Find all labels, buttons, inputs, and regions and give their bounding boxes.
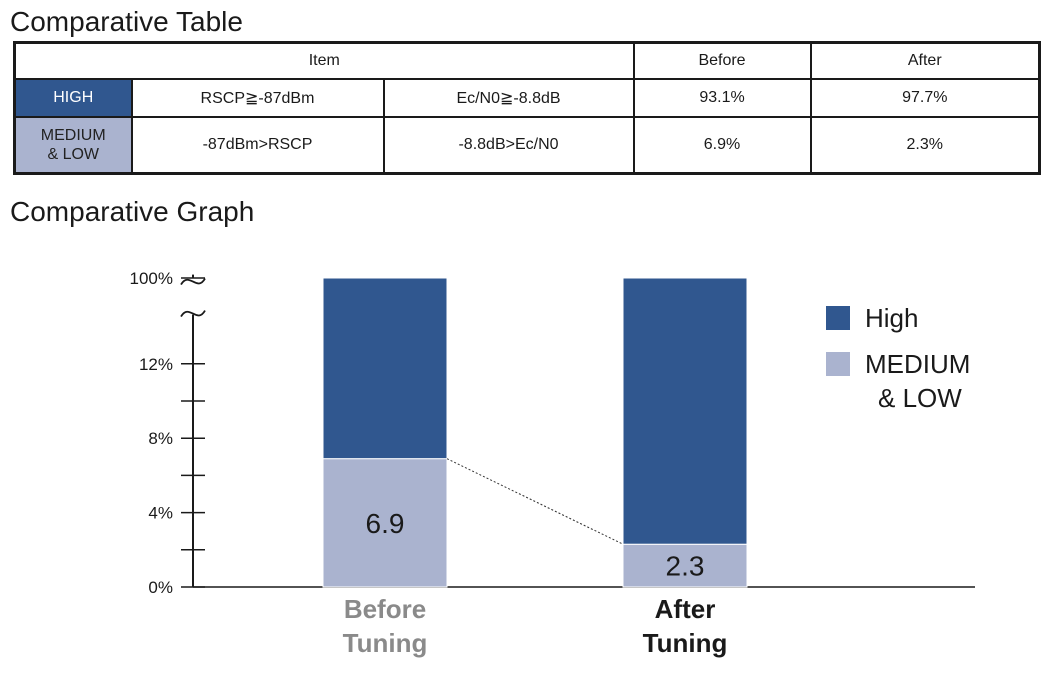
cond-ecno-high: Ec/N0≧-8.8dB: [382, 77, 635, 119]
category-high-cell: HIGH: [13, 77, 133, 119]
cond-rscp-medium-low: -87dBm>RSCP: [130, 116, 385, 175]
value-after-medium-low: 2.3%: [809, 116, 1041, 175]
axis-break-mark-0: [180, 310, 206, 318]
legend-label-medium-low-1: & LOW: [878, 383, 962, 413]
value-before-high: 93.1%: [632, 77, 812, 119]
cond-rscp-high: RSCP≧-87dBm: [130, 77, 385, 119]
category-label-1-0: After: [655, 594, 716, 624]
legend-swatch-high: [826, 306, 850, 330]
bar-high-1: [622, 277, 748, 545]
category-low-label: & LOW: [47, 146, 100, 164]
y-tick-label-3: 12%: [139, 355, 173, 374]
category-label-0-1: Tuning: [343, 628, 428, 658]
graph-title: Comparative Graph: [10, 196, 255, 227]
y-tick-label-2: 8%: [148, 429, 173, 448]
bar-value-label-0: 6.9: [366, 508, 405, 539]
value-after-high: 97.7%: [809, 77, 1041, 119]
y-tick-label-0: 0%: [148, 578, 173, 597]
table-header-row: Item Before After: [13, 41, 1041, 80]
table-row-medium-low: MEDIUM & LOW -87dBm>RSCP -8.8dB>Ec/N0 6.…: [13, 116, 1041, 175]
stacked-bar-chart: 0% 4% 8% 12% 100% 6.9 Before Tuning 2.3 After Tuni…: [130, 269, 975, 658]
bar-high-0: [322, 277, 448, 460]
category-medium-label: MEDIUM: [40, 126, 106, 144]
comparative-table: Item Before After HIGH RSCP≧-87dBm Ec/N0…: [13, 41, 1042, 175]
cond-ecno-medium-low: -8.8dB>Ec/N0: [382, 116, 635, 175]
header-item: Item: [13, 41, 635, 80]
table-row-high: HIGH RSCP≧-87dBm Ec/N0≧-8.8dB 93.1% 97.7…: [13, 77, 1041, 119]
y-tick-label-4: 100%: [130, 269, 173, 288]
header-after: After: [809, 41, 1041, 80]
header-before: Before: [632, 41, 812, 80]
axis-break-mark-1: [180, 278, 206, 286]
value-before-medium-low: 6.9%: [632, 116, 812, 175]
connector-line: [446, 458, 624, 545]
y-tick-label-1: 4%: [148, 504, 173, 523]
legend-swatch-medium-low: [826, 352, 850, 376]
category-label-0-0: Before: [344, 594, 426, 624]
legend-label-high-0: High: [865, 303, 918, 333]
category-medium-low-cell: MEDIUM & LOW: [13, 116, 133, 175]
category-high-label: HIGH: [53, 89, 94, 107]
bar-value-label-1: 2.3: [666, 551, 705, 582]
table-title: Comparative Table: [10, 6, 243, 37]
bar-medium-low-0: [322, 458, 448, 588]
category-label-1-1: Tuning: [643, 628, 728, 658]
legend-label-medium-low-0: MEDIUM: [865, 349, 970, 379]
